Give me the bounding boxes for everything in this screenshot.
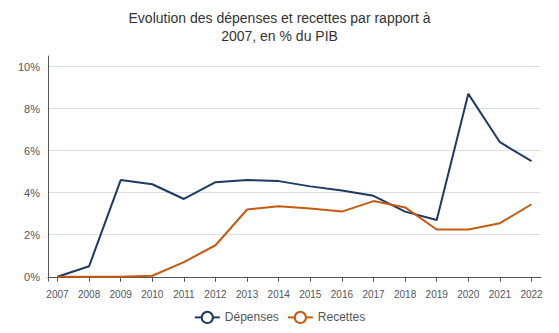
svg-text:2019: 2019 [426, 289, 449, 300]
svg-text:2010: 2010 [141, 289, 164, 300]
svg-text:8%: 8% [24, 103, 40, 115]
svg-text:6%: 6% [24, 145, 40, 157]
svg-text:2016: 2016 [331, 289, 354, 300]
svg-text:2021: 2021 [489, 289, 512, 300]
svg-text:Dépenses: Dépenses [225, 310, 279, 324]
svg-text:2%: 2% [24, 229, 40, 241]
svg-text:10%: 10% [18, 61, 40, 73]
svg-text:2011: 2011 [173, 289, 195, 300]
svg-text:2017: 2017 [362, 289, 385, 300]
svg-text:2009: 2009 [110, 289, 133, 300]
svg-text:2020: 2020 [457, 289, 480, 300]
svg-text:2013: 2013 [236, 289, 259, 300]
svg-text:2015: 2015 [299, 289, 322, 300]
svg-text:4%: 4% [24, 187, 40, 199]
svg-text:2007, en % du PIB: 2007, en % du PIB [221, 28, 338, 44]
svg-text:2007: 2007 [46, 289, 69, 300]
svg-text:2012: 2012 [204, 289, 227, 300]
svg-text:2014: 2014 [268, 289, 291, 300]
svg-text:0%: 0% [24, 271, 40, 283]
svg-text:2018: 2018 [394, 289, 417, 300]
svg-text:Evolution des dépenses et rece: Evolution des dépenses et recettes par r… [129, 10, 431, 26]
svg-text:2008: 2008 [78, 289, 101, 300]
svg-text:Recettes: Recettes [318, 310, 365, 324]
svg-text:2022: 2022 [520, 289, 543, 300]
